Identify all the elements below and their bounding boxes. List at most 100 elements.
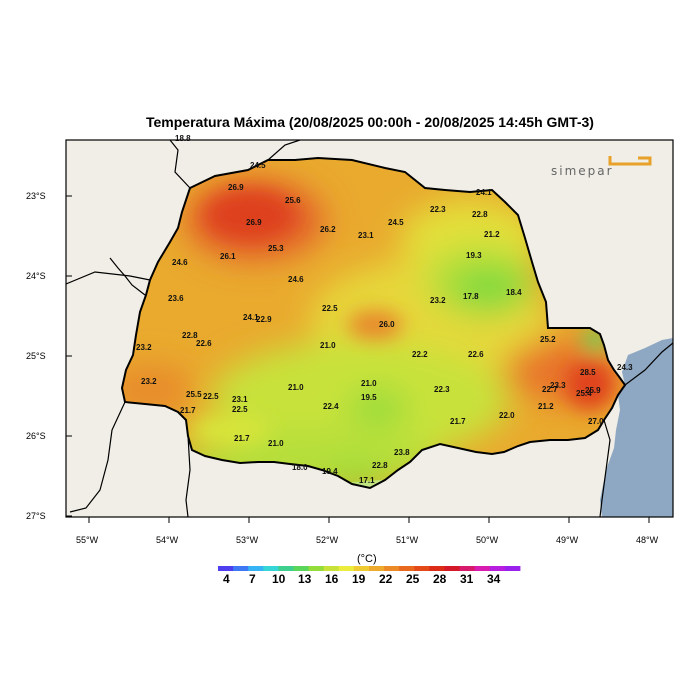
station-label: 17.1	[359, 476, 375, 485]
lon-label: 55°W	[76, 535, 99, 545]
colorbar-swatch	[263, 566, 279, 571]
colorbar-swatch	[308, 566, 325, 571]
station-label: 22.8	[372, 461, 388, 470]
station-label: 25.4	[576, 389, 592, 398]
colorbar-swatch	[248, 566, 264, 571]
colorbar-swatch	[353, 566, 370, 571]
coast-sp	[624, 342, 673, 386]
colorbar-swatch	[489, 566, 506, 571]
colorbar-swatch	[474, 566, 491, 571]
station-label: 26.2	[320, 225, 336, 234]
border-paraguay	[66, 271, 151, 285]
station-label: 22.4	[323, 402, 339, 411]
colorbar-tick: 19	[352, 572, 366, 586]
station-label: 21.7	[234, 434, 250, 443]
station-label: 23.6	[168, 294, 184, 303]
station-label: 19.3	[466, 251, 482, 260]
station-label: 22.5	[322, 304, 338, 313]
colorbar-swatch	[278, 566, 294, 571]
station-label: 19.5	[361, 393, 377, 402]
station-label: 23.1	[232, 395, 248, 404]
parana-border	[120, 156, 627, 490]
station-label: 22.6	[196, 339, 212, 348]
colorbar-swatch	[384, 566, 400, 571]
station-label: 22.5	[203, 392, 219, 401]
lat-label: 27°S	[26, 511, 46, 521]
station-label: 21.2	[484, 230, 500, 239]
colorbar-tick: 34	[487, 572, 501, 586]
station-label: 21.7	[450, 417, 466, 426]
station-label: 22.2	[412, 350, 428, 359]
borders	[66, 140, 673, 517]
temperature-field	[122, 158, 625, 488]
station-label: 18.8	[175, 134, 191, 143]
station-label: 25.3	[268, 244, 284, 253]
lat-label: 25°S	[26, 351, 46, 361]
lon-label: 50°W	[476, 535, 499, 545]
coast-sc	[599, 419, 611, 517]
colorbar-swatch	[414, 566, 430, 571]
station-label: 24.5	[388, 218, 404, 227]
station-label: 17.8	[463, 292, 479, 301]
station-label: 23.2	[430, 296, 446, 305]
station-label: 22.0	[499, 411, 515, 420]
station-label: 26.9	[228, 183, 244, 192]
colorbar-swatch	[399, 566, 415, 571]
map-frame	[65, 139, 674, 518]
colorbar-swatch	[444, 566, 460, 571]
station-label: 22.9	[256, 315, 272, 324]
station-label: 22.8	[182, 331, 198, 340]
station-label: 21.0	[320, 341, 336, 350]
station-label: 24.3	[617, 363, 633, 372]
colorbar-swatch	[323, 566, 340, 571]
colorbar-tick: 28	[433, 572, 447, 586]
station-label: 24.1	[243, 313, 259, 322]
station-label: 23.1	[358, 231, 374, 240]
station-label: 19.4	[322, 467, 338, 476]
station-label: 24.6	[288, 275, 304, 284]
station-label: 21.0	[361, 379, 377, 388]
station-label: 21.2	[538, 402, 554, 411]
station-label: 25.5	[186, 390, 202, 399]
lon-label: 52°W	[316, 535, 339, 545]
colorbar-swatch	[293, 566, 309, 571]
colorbar-tick: 13	[298, 572, 312, 586]
colorbar-tick: 10	[272, 572, 286, 586]
station-labels: 18.8 24.5 26.9 25.6 26.9 26.2 23.1 24.5 …	[136, 134, 633, 485]
colorbar-swatch	[429, 566, 445, 571]
lon-label: 54°W	[156, 535, 179, 545]
lat-axis: 23°S 24°S 25°S 26°S 27°S	[26, 191, 72, 521]
lon-label: 51°W	[396, 535, 419, 545]
station-label: 22.8	[472, 210, 488, 219]
lon-label: 48°W	[636, 535, 659, 545]
ocean	[600, 338, 673, 517]
lon-axis: 55°W 54°W 53°W 52°W 51°W 50°W 49°W 48°W	[76, 517, 659, 545]
station-label: 21.7	[180, 406, 196, 415]
lon-label: 49°W	[556, 535, 579, 545]
station-label: 22.3	[430, 205, 446, 214]
colorbar-unit: (°C)	[357, 553, 377, 565]
simepar-logo: simepar	[551, 156, 652, 178]
colorbar-swatch	[233, 566, 249, 571]
station-label: 27.0	[588, 417, 604, 426]
lat-label: 23°S	[26, 191, 46, 201]
station-label: 24.5	[250, 161, 266, 170]
colorbar-swatch	[218, 566, 234, 571]
border-sp-north	[267, 140, 301, 161]
station-label: 24.1	[476, 188, 492, 197]
logo-text: simepar	[551, 164, 614, 178]
colorbar-tick: 22	[379, 572, 393, 586]
lat-label: 24°S	[26, 271, 46, 281]
colorbar-tick: 7	[249, 572, 256, 586]
station-label: 21.0	[268, 439, 284, 448]
colorbar-tick: 25	[406, 572, 420, 586]
station-label: 23.2	[141, 377, 157, 386]
colorbar-swatch	[369, 566, 385, 571]
colorbar-tick: 16	[325, 572, 339, 586]
station-label: 26.9	[246, 218, 262, 227]
station-label: 25.9	[585, 386, 601, 395]
station-label: 18.0	[292, 463, 308, 472]
station-label: 23.2	[136, 343, 152, 352]
station-label: 21.0	[288, 383, 304, 392]
